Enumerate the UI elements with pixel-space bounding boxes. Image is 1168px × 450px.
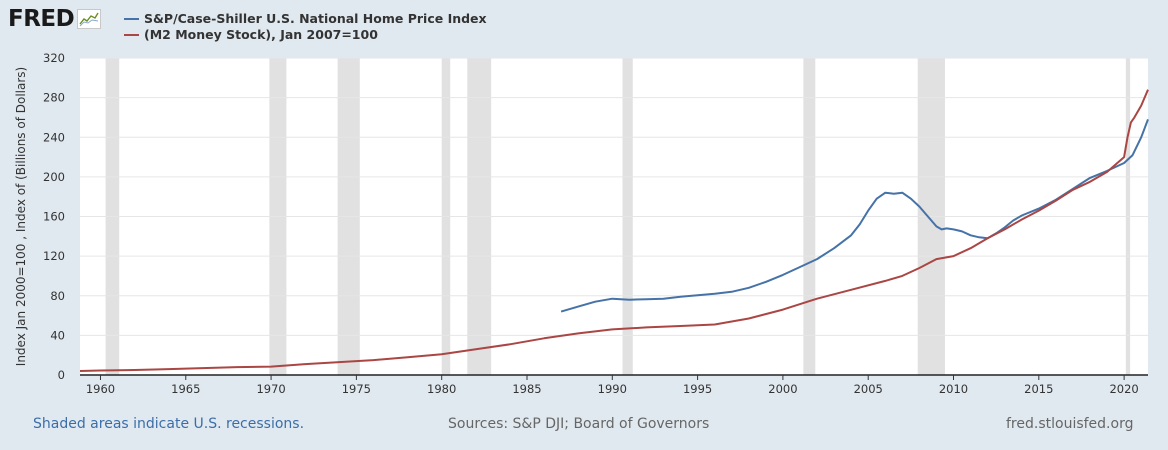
x-tick-label-1960: 1960: [86, 382, 115, 396]
y-tick-label-40: 40: [50, 328, 65, 342]
x-tick-label-2010: 2010: [939, 382, 968, 396]
y-tick-label-320: 320: [43, 51, 65, 65]
legend-entry-m2[interactable]: (M2 Money Stock), Jan 2007=100: [124, 27, 487, 43]
y-tick-label-280: 280: [43, 91, 65, 105]
fred-logo[interactable]: FRED: [8, 6, 102, 32]
fred-logo-text: FRED: [8, 6, 75, 32]
series-line-m2: [79, 89, 1149, 372]
legend-entry-home-price[interactable]: S&P/Case-Shiller U.S. National Home Pric…: [124, 11, 487, 27]
line-chart: 0 40 80 120 160 200 240 280 320 1960 1965 1970 1975 1…: [14, 51, 1149, 396]
sources-note: Sources: S&P DJI; Board of Governors: [448, 416, 710, 432]
x-tick-label-1965: 1965: [171, 382, 200, 396]
x-tick-label-1975: 1975: [342, 382, 371, 396]
y-tick-label-120: 120: [43, 249, 65, 263]
recession-note: Shaded areas indicate U.S. recessions.: [33, 416, 305, 432]
y-axis-label: Index Jan 2000=100 , Index of (Billions …: [14, 67, 28, 366]
x-tick-label-2015: 2015: [1024, 382, 1053, 396]
fred-url-link[interactable]: fred.stlouisfed.org: [1006, 416, 1134, 432]
legend-swatch-m2: [124, 34, 139, 36]
legend-label-m2: (M2 Money Stock), Jan 2007=100: [144, 27, 378, 42]
y-tick-label-80: 80: [50, 289, 65, 303]
x-tick-label-1985: 1985: [512, 382, 541, 396]
x-tick-label-1980: 1980: [427, 382, 456, 396]
x-tick-label-2020: 2020: [1109, 382, 1138, 396]
y-tick-label-240: 240: [43, 130, 65, 144]
x-tick-label-1970: 1970: [256, 382, 285, 396]
line-chart-icon: [77, 9, 102, 29]
x-tick-label-1990: 1990: [598, 382, 627, 396]
legend-label-home-price: S&P/Case-Shiller U.S. National Home Pric…: [144, 11, 487, 26]
y-tick-label-0: 0: [58, 368, 65, 382]
series-line-home-price: [560, 119, 1149, 313]
x-tick-label-2005: 2005: [854, 382, 883, 396]
chart-legend: S&P/Case-Shiller U.S. National Home Pric…: [124, 11, 487, 43]
x-tick-label-2000: 2000: [768, 382, 797, 396]
legend-swatch-home-price: [124, 18, 139, 20]
y-tick-label-200: 200: [43, 170, 65, 184]
y-tick-label-160: 160: [43, 210, 65, 224]
x-tick-label-1995: 1995: [683, 382, 712, 396]
